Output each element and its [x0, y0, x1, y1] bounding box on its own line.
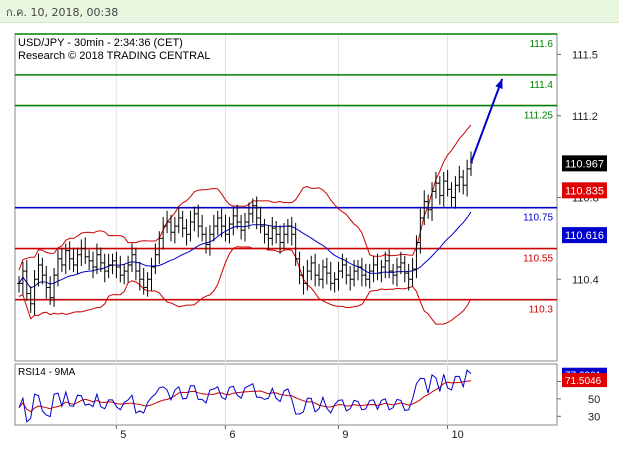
- forecast-arrow-line: [470, 78, 504, 164]
- rsi-value-tag: [562, 373, 607, 388]
- price-tag: [562, 227, 607, 244]
- rsi-y-tick-label: 30: [588, 411, 600, 423]
- price-tag-label: 110.835: [565, 185, 604, 197]
- price-tag-label: 110.616: [565, 230, 604, 242]
- top-bar: ก.ค. 10, 2018, 00:38: [0, 0, 619, 23]
- x-tick-label: 5: [120, 429, 126, 441]
- y-tick-label: 111.5: [572, 49, 598, 61]
- forecast-arrow-head: [495, 78, 503, 89]
- price-tag: [562, 155, 607, 172]
- timestamp: ก.ค. 10, 2018, 00:38: [6, 6, 119, 19]
- support-level-label: 110.55: [523, 254, 553, 265]
- chart-title: USD/JPY - 30min - 2:34:36 (CET): [18, 37, 183, 49]
- main-panel-frame: [14, 33, 558, 362]
- resistance-level-label: 111.4: [529, 80, 553, 91]
- resistance-level-label: 111.6: [529, 39, 553, 50]
- rsi-value-tag-label: 71.5046: [565, 376, 602, 387]
- lower-band-line: [18, 246, 472, 325]
- rsi-line: [18, 369, 472, 423]
- x-tick-label: 6: [229, 429, 235, 441]
- pivot-level-label: 110.75: [523, 213, 553, 224]
- rsi-title: RSI14 - 9MA: [18, 367, 76, 378]
- rsi-y-tick-label: 50: [588, 394, 600, 406]
- upper-band-line: [18, 124, 472, 271]
- price-tag-label: 110.967: [565, 158, 604, 170]
- resistance-level-label: 111.25: [524, 111, 554, 122]
- y-tick-label: 111.2: [572, 111, 598, 123]
- rsi-panel-frame: [14, 363, 558, 426]
- x-tick-label: 9: [342, 429, 348, 441]
- price-tag: [562, 182, 607, 199]
- support-level-label: 110.3: [529, 305, 554, 316]
- x-tick-label: 10: [452, 429, 464, 441]
- chart-subtitle: Research © 2018 TRADING CENTRAL: [18, 50, 211, 62]
- y-tick-label: 110.4: [572, 274, 599, 286]
